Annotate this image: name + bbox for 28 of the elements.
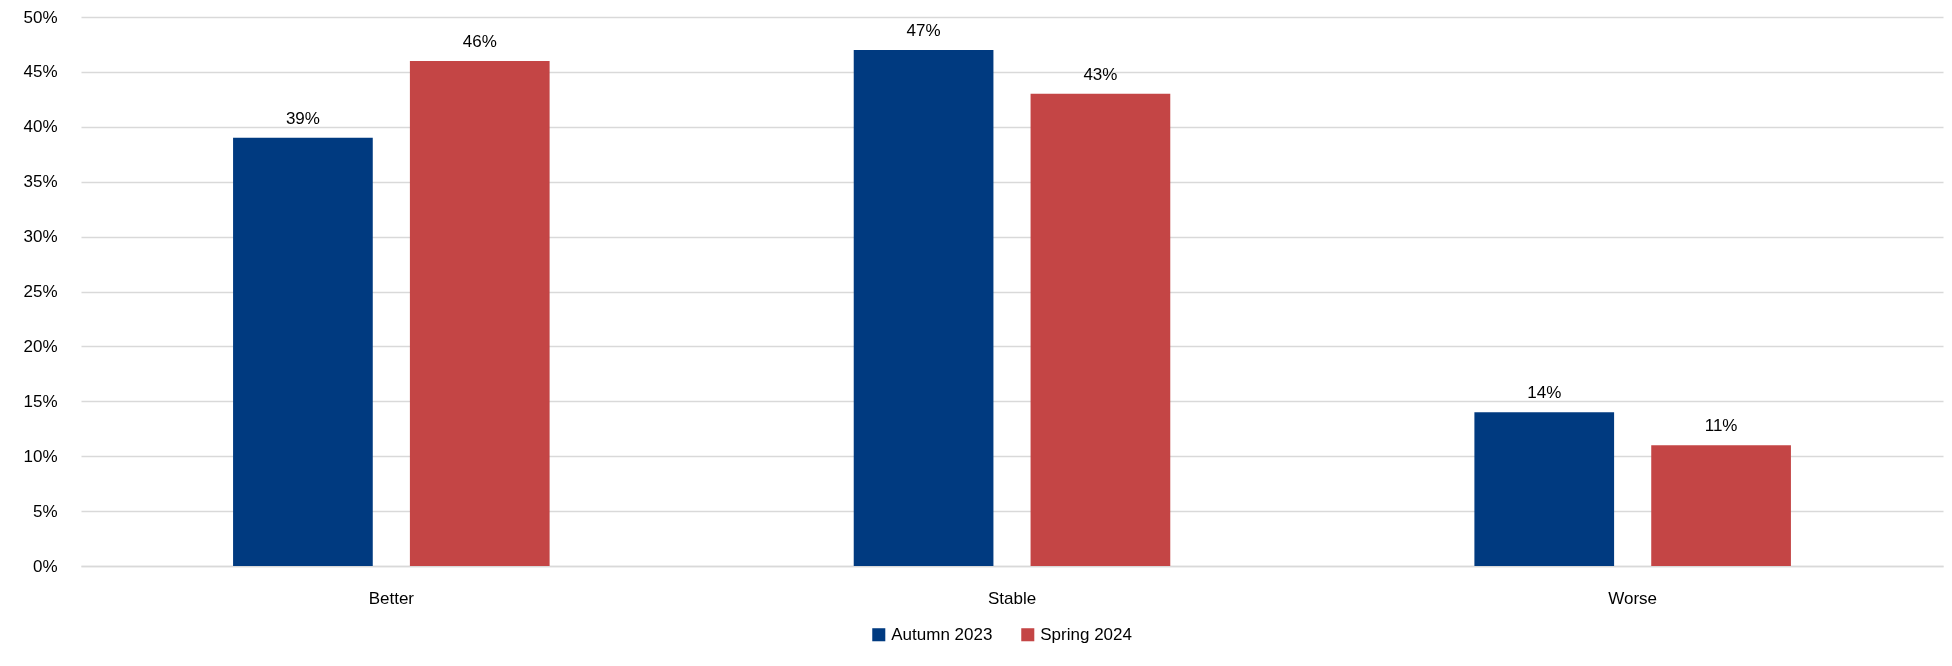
legend-label: Spring 2024	[1040, 624, 1132, 644]
data-label: 43%	[1083, 64, 1118, 84]
data-label: 47%	[906, 20, 941, 40]
bar	[233, 137, 373, 566]
data-label: 46%	[462, 31, 497, 51]
bar	[409, 60, 550, 566]
y-tick-label: 50%	[23, 7, 58, 27]
y-tick-label: 20%	[23, 336, 58, 356]
bar	[1651, 445, 1791, 566]
data-label: 39%	[285, 108, 320, 128]
y-tick-label: 35%	[23, 172, 58, 192]
bar	[853, 49, 994, 566]
bar	[1474, 412, 1615, 566]
y-tick-label: 25%	[23, 282, 58, 301]
bar	[1030, 93, 1171, 566]
y-tick-label: 40%	[23, 117, 58, 137]
y-tick-label: 30%	[23, 227, 58, 247]
x-tick-label: Worse	[1608, 588, 1658, 608]
data-label: 11%	[1704, 416, 1738, 436]
legend-label: Autumn 2023	[891, 624, 993, 644]
x-tick-label: Stable	[987, 588, 1037, 608]
y-tick-label: 15%	[23, 391, 58, 411]
y-tick-label: 10%	[23, 446, 58, 466]
y-tick-label: 45%	[23, 62, 58, 82]
data-label: 14%	[1527, 383, 1562, 403]
x-tick-label: Better	[368, 588, 415, 608]
y-tick-label: 5%	[32, 501, 58, 521]
y-tick-label: 0%	[32, 556, 58, 576]
